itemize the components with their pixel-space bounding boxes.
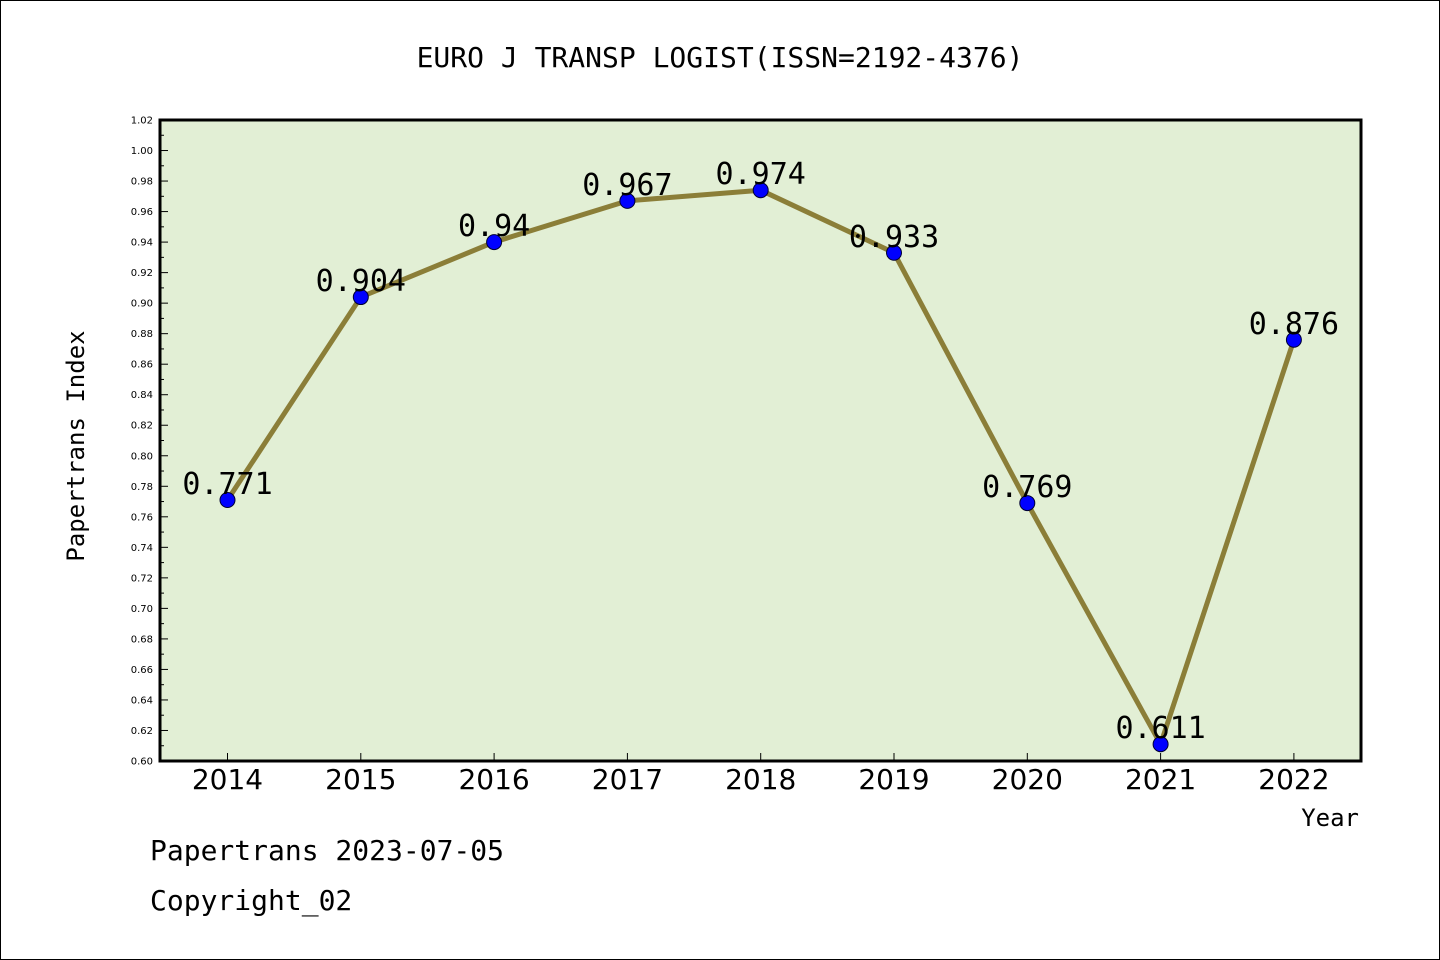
data-point [352,289,369,306]
data-points [219,182,1302,753]
y-tick-label: 0.96 [131,207,153,218]
plot-area [158,118,1363,763]
y-tick-label: 0.86 [131,360,153,371]
y-tick-label: 0.84 [131,390,153,401]
data-point [619,192,636,209]
chart-title: EURO J TRANSP LOGIST(ISSN=2192-4376) [417,41,1024,74]
data-point [1019,495,1036,512]
footer-date: Papertrans 2023-07-05 [150,834,505,867]
data-point [1285,331,1302,348]
data-label: 0.771 [182,467,272,502]
data-point [1152,736,1169,753]
x-tick-label: 2019 [858,763,929,796]
x-tick-label: 2015 [325,763,396,796]
y-tick-label: 1.02 [131,116,153,127]
data-label: 0.904 [316,264,406,299]
x-tick-label: 2021 [1125,763,1196,796]
x-tick-label: 2016 [458,763,529,796]
y-tick-label: 1.00 [131,146,153,157]
y-tick-label: 0.88 [131,329,153,340]
x-tick-label: 2014 [192,763,263,796]
data-point [486,234,503,251]
x-axis-label: Year [1301,804,1359,832]
data-label: 0.769 [982,470,1072,505]
y-axis-label: Papertrans Index [62,330,90,561]
y-tick-label: 0.72 [131,573,153,584]
data-point [219,492,236,509]
data-label: 0.611 [1115,711,1205,746]
y-tick-label: 0.94 [131,238,153,249]
y-tick-label: 0.92 [131,268,153,279]
data-label: 0.974 [716,157,806,192]
y-tick-label: 0.68 [131,634,153,645]
y-tick-label: 0.82 [131,421,153,432]
data-point [752,182,769,199]
y-tick-label: 0.78 [131,482,153,493]
y-tick-label: 0.76 [131,512,153,523]
y-tick-label: 0.74 [131,543,153,554]
x-tick-label: 2018 [725,763,796,796]
y-tick-label: 0.66 [131,665,153,676]
y-tick-label: 0.70 [131,604,153,615]
y-tick-label: 0.90 [131,299,153,310]
y-tick-label: 0.80 [131,451,153,462]
data-point [886,244,902,261]
data-label: 0.94 [458,209,530,244]
y-tick-label: 0.60 [131,757,153,768]
data-label: 0.876 [1249,307,1339,342]
data-label: 0.967 [582,168,672,203]
y-tick-label: 0.64 [131,695,153,706]
x-tick-label: 2022 [1258,763,1329,796]
footer-copyright: Copyright_02 [150,884,353,917]
data-label: 0.933 [849,220,939,255]
x-tick-label: 2020 [992,763,1063,796]
y-axis: 0.60 0.62 0.64 0.66 0.68 0.70 0.72 0.74 0.76 0.78… [131,116,168,768]
x-axis: 2014 2015 2016 2017 2018 2019 2020 2021 2022 [192,753,1330,796]
y-tick-label: 0.98 [131,177,153,188]
x-tick-label: 2017 [592,763,663,796]
data-labels: 0.771 0.904 0.94 0.967 0.974 0.933 0.769 0.611 0… [182,157,1339,746]
y-tick-label: 0.62 [131,726,153,737]
